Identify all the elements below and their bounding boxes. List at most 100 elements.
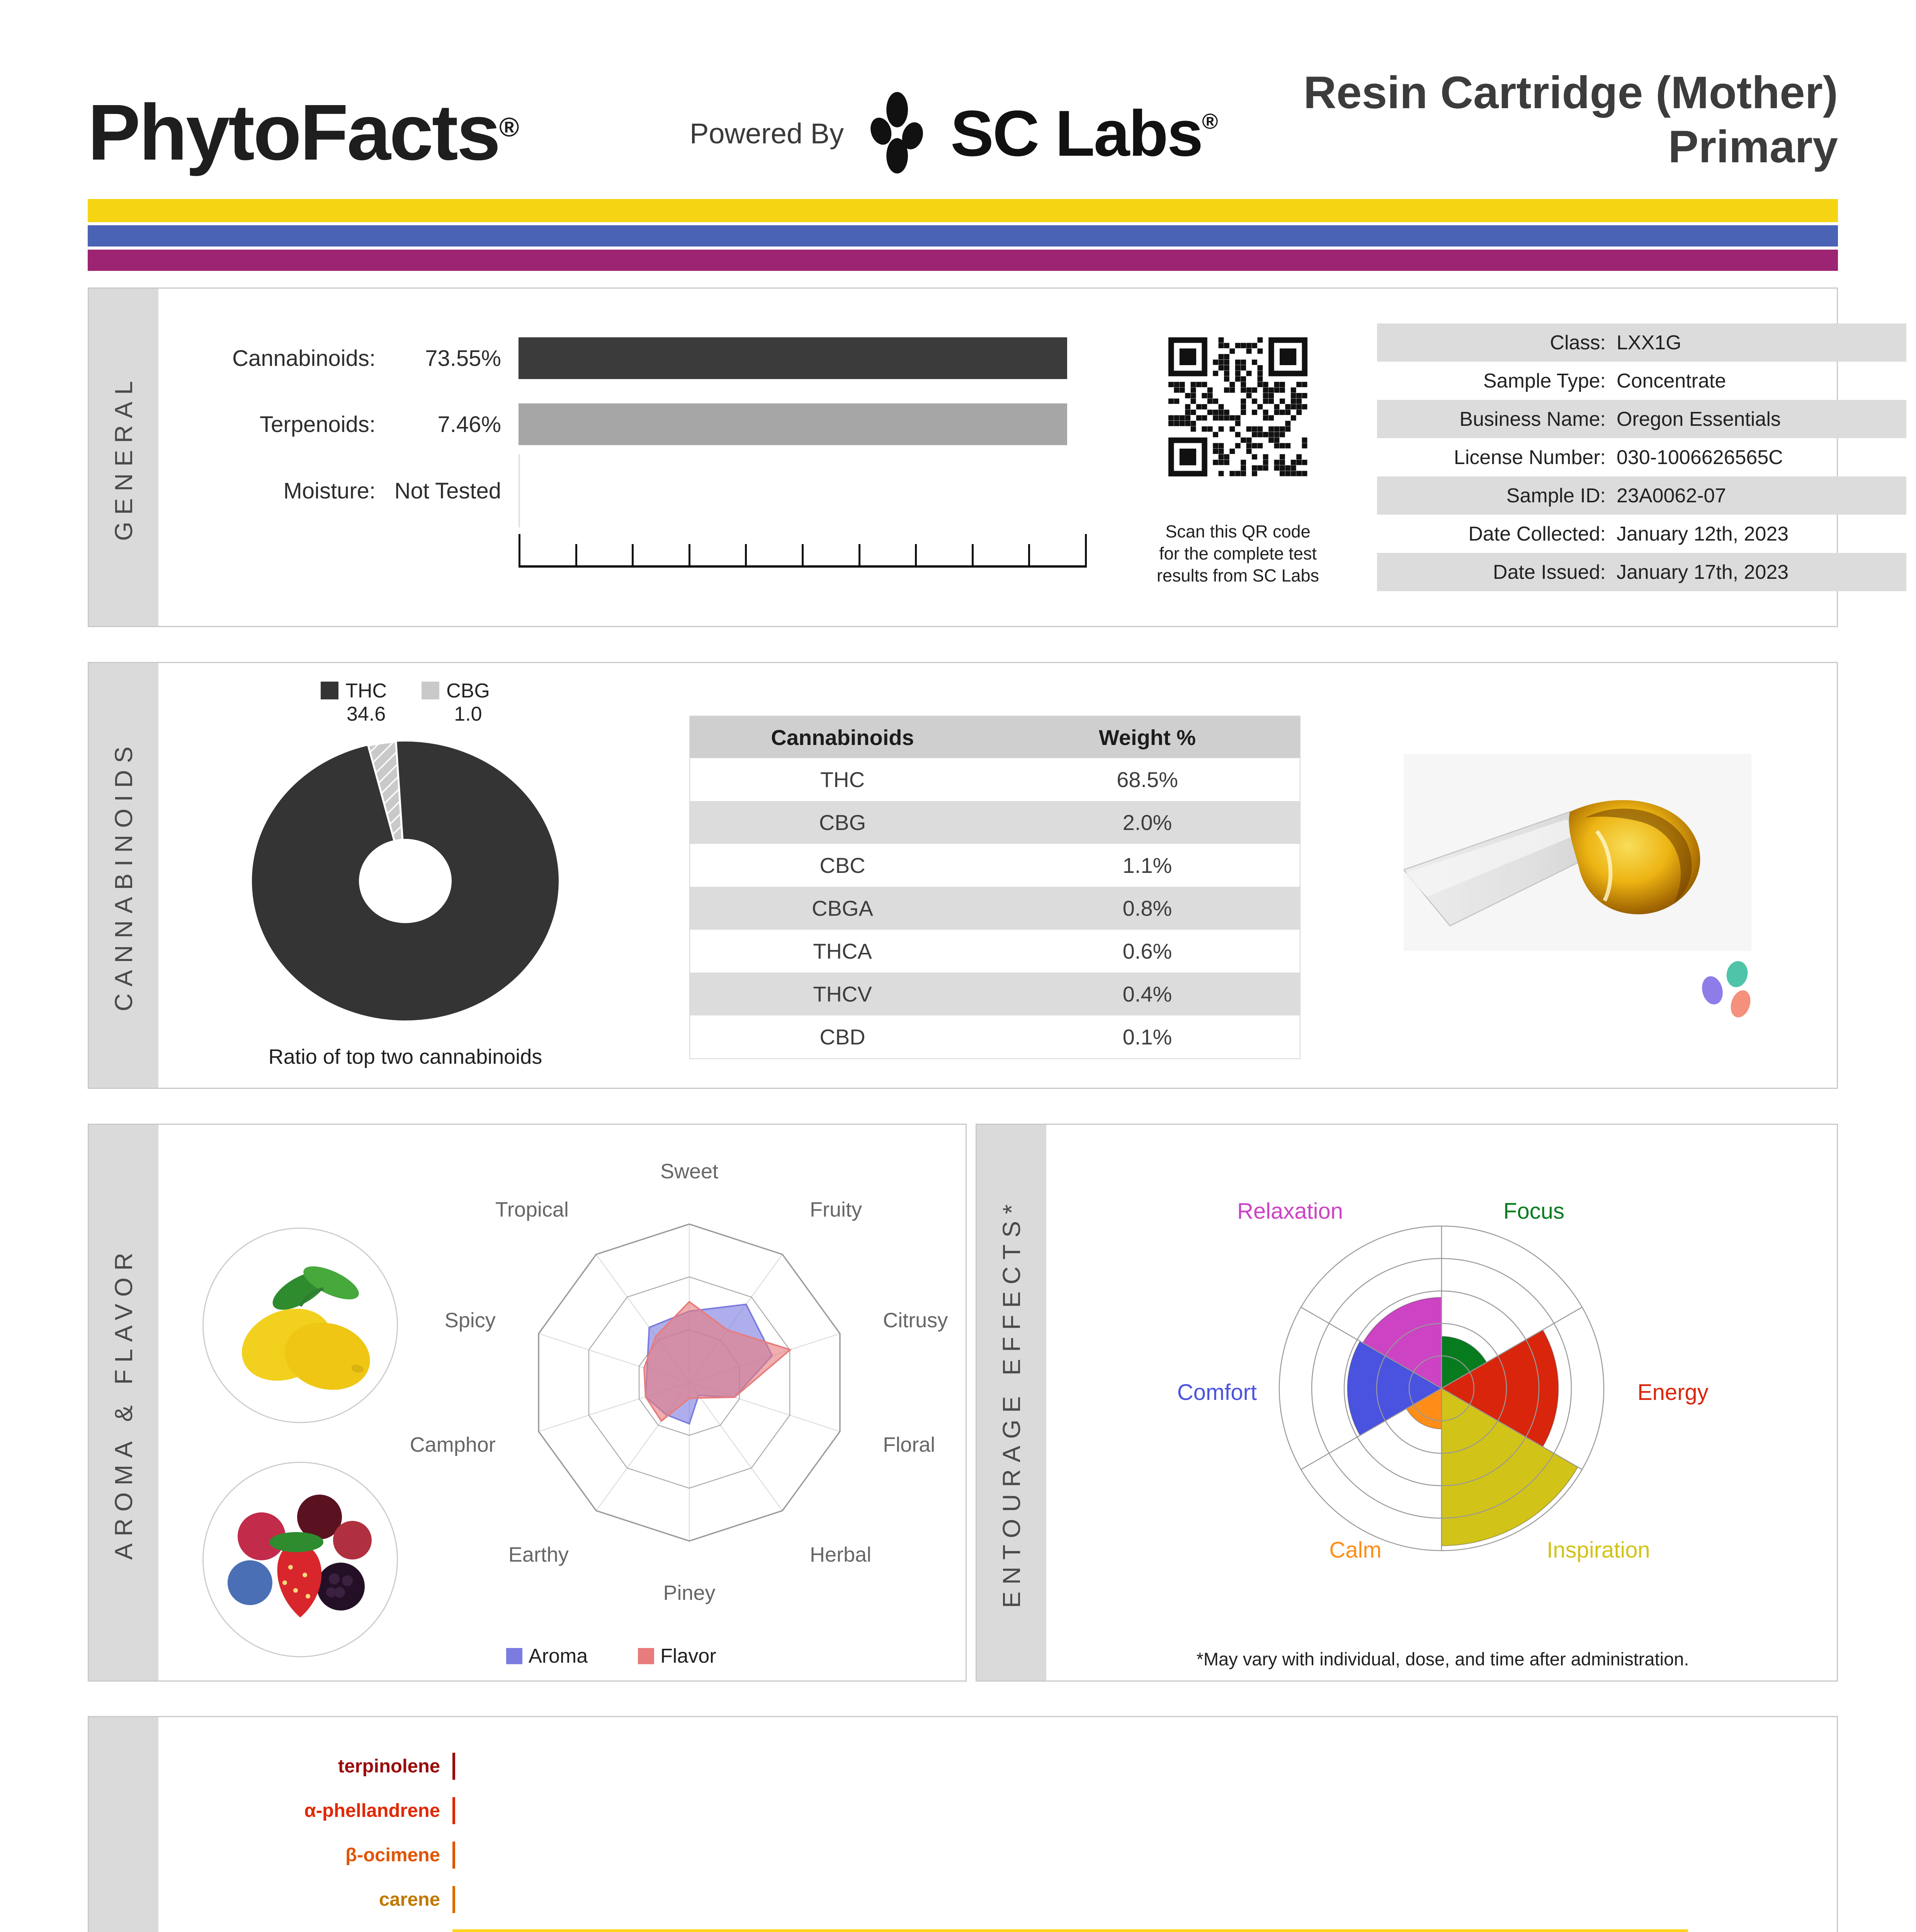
qr-caption-line: results from SC Labs: [1156, 566, 1319, 585]
table-row: CBC 1.1%: [690, 844, 1300, 887]
sample-subtitle: Primary: [1668, 121, 1838, 172]
sample-name: Resin Cartridge (Mother): [1303, 67, 1838, 118]
table-cell: THCA: [813, 939, 872, 963]
ruler-tick: [802, 544, 804, 567]
table-cell: CBC: [819, 853, 865, 878]
general-row-label: Moisture:: [283, 478, 376, 503]
radar-axis-label: Fruity: [810, 1198, 862, 1221]
radar-axis-label: Herbal: [810, 1543, 871, 1566]
info-label: Class:: [1550, 331, 1606, 354]
info-label: License Number:: [1454, 446, 1606, 469]
entourage-label-focus: Focus: [1503, 1199, 1564, 1224]
ruler-tick: [689, 544, 690, 567]
table-header-cell: Cannabinoids: [771, 725, 914, 750]
powered-by-label: Powered By: [690, 117, 844, 150]
section-cannabinoids-label-band: CANNABINOIDS: [89, 663, 158, 1088]
general-row-value: 73.55%: [425, 346, 501, 371]
entourage-label-comfort: Comfort: [1177, 1380, 1257, 1405]
legend-text: CBG 1.0: [446, 679, 490, 726]
terpene-row: β-ocimene: [89, 1833, 1837, 1877]
entourage-sector-comfort: [1347, 1340, 1443, 1436]
sample-info-table: Class: LXX1G Sample Type: Concentrate Busine…: [1377, 323, 1906, 591]
entourage-label-inspiration: Inspiration: [1547, 1537, 1650, 1563]
terpene-bar: [452, 1886, 455, 1913]
legend-swatch: [506, 1648, 522, 1664]
aroma-flavor-legend: Aroma Flavor: [506, 1645, 716, 1668]
general-row-label: Terpenoids:: [260, 412, 376, 437]
header-stripe: [88, 225, 1838, 247]
aroma-flavor-legend-item: Flavor: [638, 1645, 716, 1668]
section-aroma-flavor: AROMA & FLAVOR: [88, 1124, 967, 1682]
terpene-bar: [452, 1841, 455, 1869]
section-general-label-band: GENERAL: [89, 289, 158, 626]
table-row: CBGA 0.8%: [690, 887, 1300, 930]
legend-value: 1.0: [454, 703, 482, 725]
cannabinoid-weight-table: Cannabinoids Weight % THC 68.5% CBG 2.0% CBC 1.…: [689, 716, 1301, 1059]
table-row: CBD 0.1%: [690, 1015, 1300, 1058]
table-row: CBG 2.0%: [690, 801, 1300, 844]
ruler-tick: [859, 544, 860, 567]
legend-swatch: [638, 1648, 655, 1664]
table-cell: THC: [820, 767, 865, 792]
qr-code: [1168, 337, 1307, 478]
radar-axis-label: Tropical: [495, 1198, 569, 1221]
info-value: Concentrate: [1617, 369, 1726, 392]
aroma-entourage-row: AROMA & FLAVOR: [88, 1124, 1838, 1682]
lemons-photo: [202, 1228, 398, 1423]
radar-axis-label: Floral: [883, 1433, 935, 1456]
section-phytoprint-label-band: PHYTOPRINT®: [89, 1717, 158, 1932]
info-label: Sample Type:: [1483, 369, 1606, 392]
product-photo: [1403, 754, 1751, 953]
entourage-label-energy: Energy: [1637, 1380, 1709, 1405]
entourage-label-relaxation: Relaxation: [1237, 1199, 1343, 1224]
entourage-sector-relaxation: [1362, 1297, 1442, 1389]
info-label: Date Issued:: [1493, 561, 1606, 583]
info-label: Sample ID:: [1506, 484, 1606, 507]
terpene-bar: [452, 1797, 455, 1824]
donut-legend-item: CBG 1.0: [422, 679, 490, 726]
header-stripe: [88, 250, 1838, 271]
ruler-tick: [632, 544, 634, 567]
general-row-label: Cannabinoids:: [232, 346, 376, 371]
terpene-label: carene: [379, 1889, 440, 1910]
entourage-polar-chart: Focus Energy Inspiration Calm Comfort Relaxat…: [1177, 1199, 1709, 1563]
aroma-flavor-legend-item: Aroma: [506, 1645, 588, 1668]
legend-label: Aroma: [529, 1645, 588, 1667]
table-cell: 68.5%: [1117, 767, 1178, 792]
entourage-footnote: *May vary with individual, dose, and tim…: [1196, 1649, 1689, 1669]
info-row: Sample Type: Concentrate: [1377, 362, 1906, 400]
terpene-label: terpinolene: [338, 1755, 440, 1777]
table-cell: CBG: [819, 810, 866, 835]
section-aroma-label-band: AROMA & FLAVOR: [89, 1125, 158, 1680]
ruler-tick: [915, 544, 917, 567]
table-row: THCV 0.4%: [690, 973, 1300, 1015]
info-label: Business Name:: [1459, 408, 1606, 430]
info-row: License Number: 030-1006626565C: [1377, 438, 1906, 476]
radar-axis-label: Camphor: [410, 1433, 496, 1456]
ruler-tick: [972, 544, 974, 567]
section-cannabinoids: CANNABINOIDS THC 34.6 CBG 1.0 Ratio of top …: [88, 662, 1838, 1089]
section-entourage-label-band: ENTOURAGE EFFECTS*: [977, 1125, 1046, 1680]
table-row: THCA 0.6%: [690, 930, 1300, 973]
cannabinoid-ratio-donut: [243, 734, 568, 1030]
ruler-tick: [1028, 544, 1030, 567]
terpene-row: terpinolene: [89, 1744, 1837, 1788]
terpene-bar: [452, 1752, 455, 1780]
legend-label: Flavor: [660, 1645, 716, 1667]
sc-labs-dots-logo: [1700, 959, 1758, 1023]
general-row-value: 7.46%: [437, 412, 501, 437]
ruler-tick: [1085, 534, 1087, 567]
phytofacts-brand-logo: PhytoFacts®: [88, 88, 519, 177]
table-cell: 0.8%: [1122, 896, 1172, 920]
general-bar-axis: [519, 454, 520, 527]
table-cell: CBD: [819, 1025, 865, 1049]
legend-swatch: [422, 682, 440, 699]
sc-labs-logo-icon: [859, 91, 936, 176]
info-row: Sample ID: 23A0062-07: [1377, 476, 1906, 515]
legend-text: THC 34.6: [345, 679, 387, 726]
general-row-value: Not Tested: [394, 478, 501, 503]
entourage-sector-energy: [1440, 1329, 1559, 1447]
info-value: January 17th, 2023: [1617, 561, 1789, 583]
terpene-row: limonene3.06%: [89, 1922, 1837, 1932]
